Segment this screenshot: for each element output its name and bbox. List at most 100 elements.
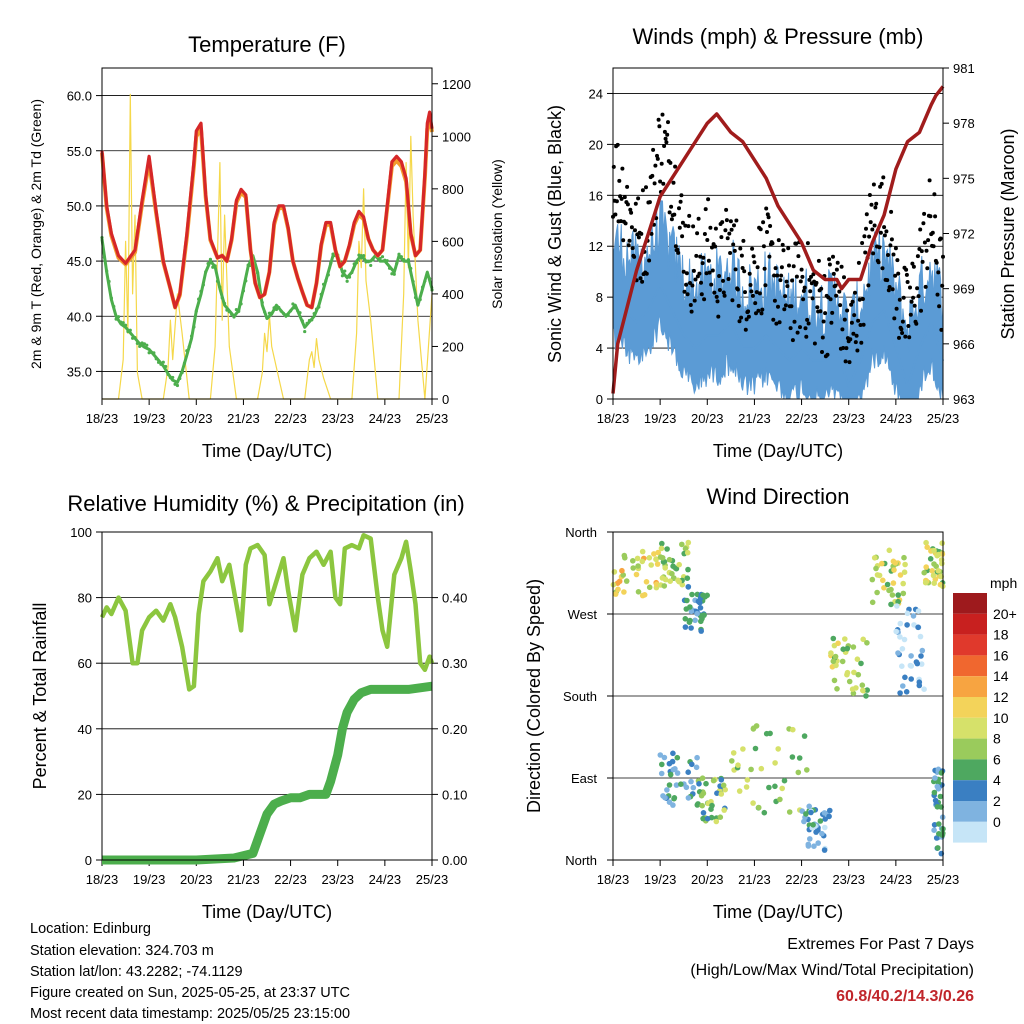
direction-point (616, 578, 623, 585)
dewpoint-point (267, 311, 271, 315)
speed-legend-label: 2 (993, 793, 1001, 809)
winds-y-tick-label: 20 (589, 137, 603, 152)
gust-point (754, 290, 759, 295)
gust-point (922, 240, 927, 245)
dewpoint-point (359, 256, 363, 260)
dewpoint-point (109, 296, 114, 300)
dewpoint-point (199, 289, 203, 293)
gust-point (878, 230, 883, 235)
dewpoint-point (204, 270, 208, 274)
gust-point (614, 199, 619, 204)
gust-point (937, 304, 942, 309)
direction-point (901, 569, 908, 575)
gust-point (925, 266, 930, 271)
direction-point (790, 726, 796, 733)
direction-point (869, 576, 876, 583)
direction-point (931, 547, 937, 554)
gust-point (825, 352, 830, 357)
temperature-y-tick-label: 40.0 (67, 309, 92, 324)
extremes-title: Extremes For Past 7 Days (787, 936, 974, 953)
direction-point (667, 578, 673, 584)
direction-point (744, 777, 751, 783)
direction-point (621, 589, 627, 595)
gust-point (759, 311, 764, 316)
gust-point (886, 288, 891, 293)
gust-point (852, 313, 857, 318)
humidity-y-tick-label: 40 (78, 722, 92, 737)
dewpoint-point (296, 308, 300, 313)
direction-point (935, 845, 941, 851)
dewpoint-point (164, 364, 168, 369)
gust-point (706, 258, 711, 263)
gust-point (906, 324, 911, 328)
direction-point (682, 616, 689, 622)
gust-point (788, 326, 793, 331)
gust-point (650, 173, 655, 178)
gust-point (746, 314, 751, 319)
dewpoint-point (399, 255, 403, 259)
gust-point (893, 246, 898, 251)
speed-legend-swatch (953, 759, 987, 781)
direction-point (901, 554, 907, 561)
gust-point (714, 294, 719, 299)
temperature-x-tick-label: 21/23 (227, 411, 260, 426)
gust-point (687, 213, 692, 218)
gust-point (733, 267, 738, 272)
direction-point (620, 572, 626, 578)
gust-point (726, 277, 731, 281)
speed-legend-label: 10 (993, 710, 1009, 726)
gust-point (873, 205, 878, 210)
dewpoint-point (263, 310, 267, 314)
direction-point (704, 592, 710, 599)
direction-point (693, 764, 700, 771)
direction-point (897, 634, 903, 640)
temperature-panel: Temperature (F) 35.0 40.0 45.0 50.0 55.0 60.0… (28, 32, 505, 461)
gust-point (779, 273, 784, 278)
direction-point (830, 635, 837, 642)
gust-point (655, 156, 660, 161)
winds-y-tick-label: 12 (589, 239, 603, 254)
direction-point (709, 802, 715, 809)
gust-point (799, 267, 804, 272)
direction-point (871, 555, 878, 561)
winds-y-tick-label: 8 (596, 290, 603, 305)
gust-point (880, 266, 885, 271)
gust-point (672, 212, 677, 217)
gust-point (807, 277, 812, 282)
direction-point (902, 674, 908, 681)
gust-point (782, 307, 787, 312)
gust-point (851, 331, 856, 336)
direction-point (775, 746, 781, 752)
dewpoint-point (397, 252, 401, 256)
direction-point (839, 658, 846, 665)
dewpoint-point (241, 289, 246, 293)
gust-point (690, 283, 695, 288)
gust-point (812, 341, 817, 346)
gust-point (640, 188, 645, 193)
gust-point (636, 196, 641, 201)
direction-point (657, 752, 664, 758)
dewpoint-point (371, 258, 375, 262)
dewpoint-point (246, 263, 250, 267)
direction-point (659, 555, 666, 561)
gust-point (882, 233, 887, 238)
gust-point (629, 210, 634, 215)
gust-point (840, 327, 845, 332)
direction-point (869, 599, 876, 606)
speed-legend-swatch (953, 801, 987, 822)
gust-point (707, 270, 712, 275)
humidity-y-tick-label: 60 (78, 656, 92, 671)
direction-point (688, 608, 695, 615)
gust-point (651, 147, 656, 152)
winds-x-tick-label: 24/23 (880, 411, 913, 426)
gust-point (803, 326, 808, 331)
dewpoint-point (206, 261, 210, 266)
gust-point (923, 284, 928, 289)
gust-point (763, 283, 768, 288)
speed-legend-label: 16 (993, 647, 1009, 663)
dewpoint-point (211, 265, 215, 269)
temperature-y2-tick-label: 1000 (442, 129, 471, 144)
direction-point (684, 549, 691, 556)
gust-point (647, 200, 652, 205)
direction-point (888, 601, 894, 608)
